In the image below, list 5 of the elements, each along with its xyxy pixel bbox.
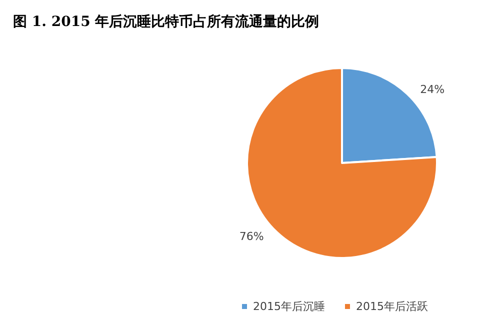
chart-title: 图 1. 2015 年后沉睡比特币占所有流通量的比例 xyxy=(13,13,320,30)
data-label: 24% xyxy=(420,82,445,96)
legend-label: 2015年后活跃 xyxy=(356,300,428,313)
legend-label: 2015年后沉睡 xyxy=(253,300,325,313)
data-label: 76% xyxy=(239,230,264,244)
